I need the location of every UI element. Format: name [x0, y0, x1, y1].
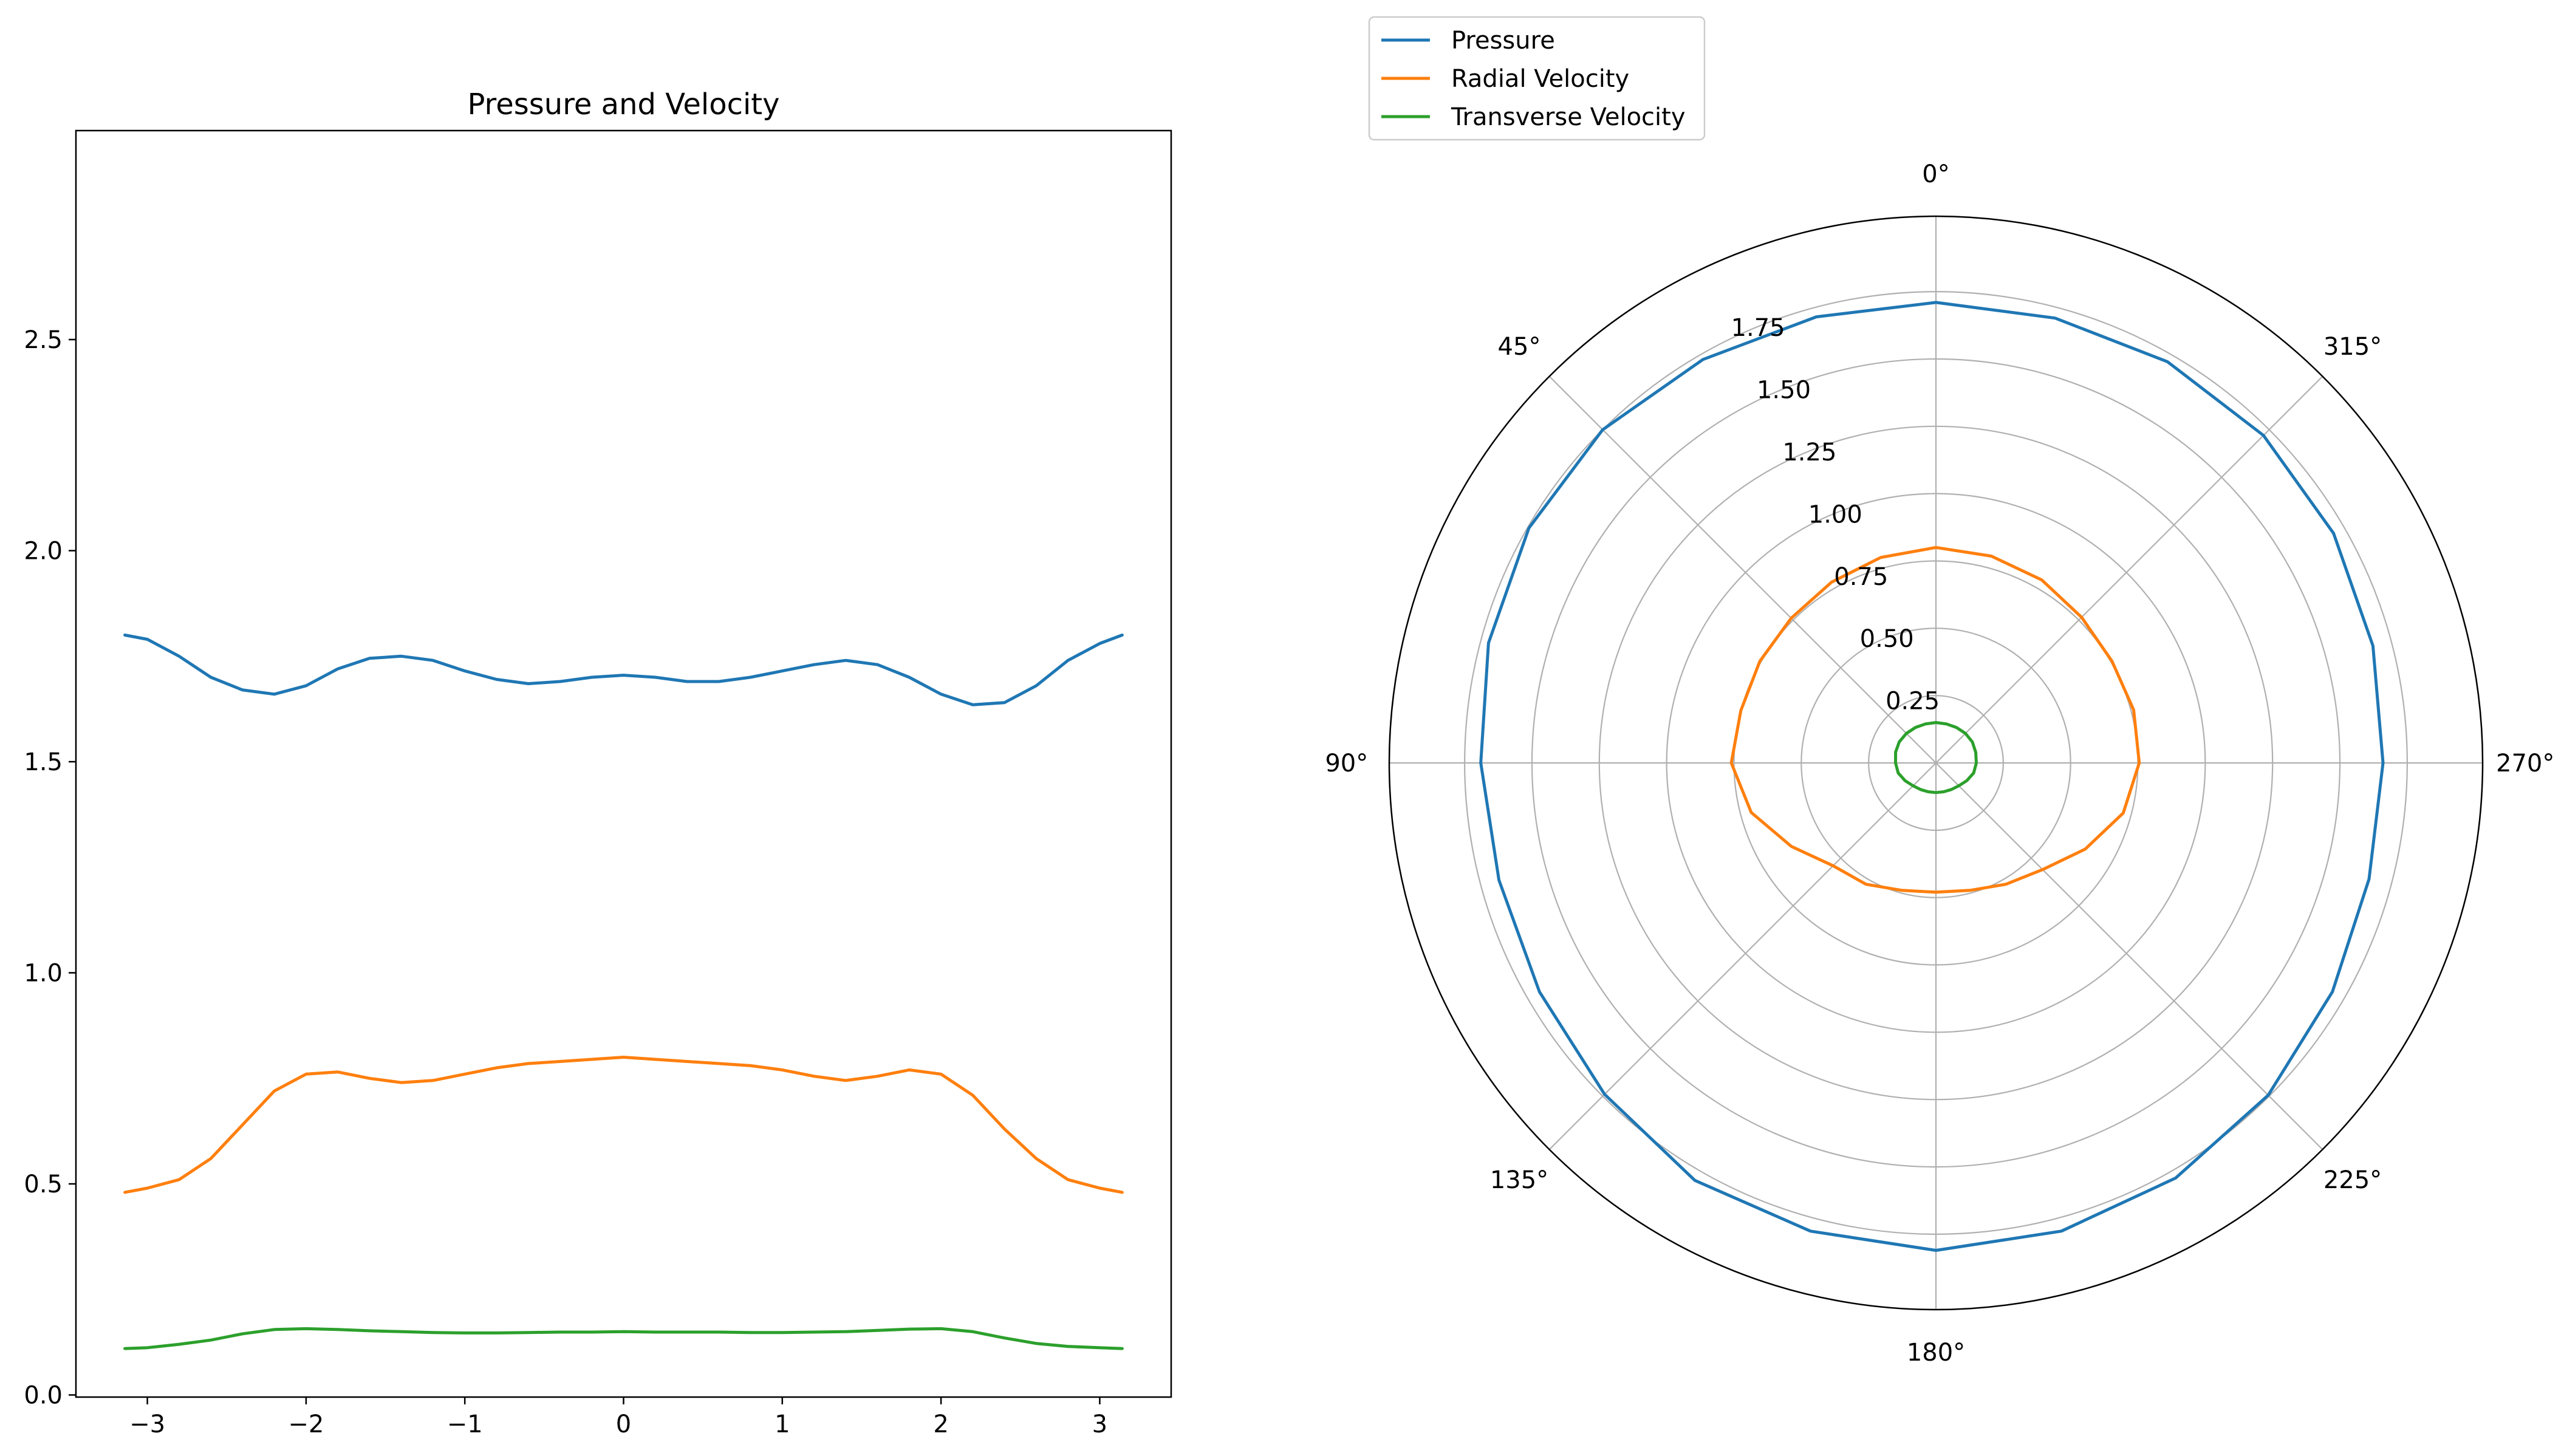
legend-label: Transverse Velocity: [1451, 103, 1686, 131]
line-series-transverse-velocity: [123, 1327, 1124, 1350]
radial-tick-label: 0.25: [1886, 688, 1940, 716]
radial-tick-labels: 0.25 0.50 0.75 1.00 1.25 1.50 1.75: [1731, 314, 1940, 715]
x-tick-label: 0: [616, 1410, 631, 1438]
line-chart: Pressure and Velocity −3 −2 −1 0 1 2 3 0.0 0.5 1…: [24, 87, 1172, 1438]
angle-tick-label: 0°: [1922, 160, 1949, 188]
y-tick-label: 2.5: [24, 326, 63, 354]
angle-tick-labels: 0° 45° 90° 135° 180° 225° 270° 315°: [1325, 160, 2554, 1367]
angular-grid-line: [1548, 762, 1937, 1150]
radial-tick-label: 1.50: [1757, 377, 1811, 405]
polar-series-radial-velocity: [1729, 545, 2141, 894]
angle-tick-label: 315°: [2323, 333, 2382, 361]
angle-tick-label: 90°: [1325, 750, 1368, 778]
legend-box: [1368, 16, 1706, 141]
polar-frame: [1388, 215, 2484, 1311]
x-tick-label: 1: [774, 1410, 790, 1438]
radial-tick-label: 0.50: [1860, 625, 1914, 653]
angle-tick-label: 180°: [1907, 1339, 1965, 1367]
y-tick-label: 1.5: [24, 748, 63, 776]
x-tick-label: 3: [1092, 1410, 1107, 1438]
polar-grid: [1389, 216, 2483, 1310]
polar-chart: 0.25 0.50 0.75 1.00 1.25 1.50 1.75 0° 45° 90° 135…: [1325, 160, 2554, 1367]
legend-label: Radial Velocity: [1451, 65, 1629, 93]
x-axis: −3 −2 −1 0 1 2 3: [129, 1397, 1107, 1438]
line-series-pressure: [123, 634, 1124, 706]
polar-series-transverse-velocity: [1894, 721, 1978, 795]
y-tick-label: 0.5: [24, 1171, 63, 1198]
legend: Pressure Radial Velocity Transverse Veloci…: [1368, 16, 1706, 141]
angular-grid-line: [1548, 375, 1937, 764]
radial-tick-label: 1.00: [1808, 501, 1862, 528]
polar-series-pressure: [1479, 301, 2385, 1252]
legend-entries: Pressure Radial Velocity Transverse Veloci…: [1381, 27, 1686, 131]
legend-label: Pressure: [1451, 27, 1555, 55]
x-tick-label: −1: [447, 1410, 483, 1438]
line-series-radial-velocity: [123, 1056, 1124, 1194]
chart-title: Pressure and Velocity: [467, 87, 779, 121]
radial-tick-label: 1.25: [1782, 439, 1836, 467]
radial-tick-label: 0.75: [1834, 563, 1888, 591]
radial-tick-label: 1.75: [1731, 314, 1785, 342]
angle-tick-label: 270°: [2496, 750, 2554, 778]
x-tick-label: 2: [933, 1410, 948, 1438]
y-tick-label: 2.0: [24, 538, 63, 566]
angle-tick-label: 45°: [1498, 333, 1541, 361]
angular-grid-line: [1935, 762, 2323, 1150]
y-tick-label: 0.0: [24, 1382, 63, 1410]
angular-grid-line: [1935, 375, 2323, 764]
x-tick-label: −3: [129, 1410, 165, 1438]
line-series-group: [123, 634, 1124, 1350]
angle-tick-label: 225°: [2323, 1166, 2382, 1194]
y-axis: 0.0 0.5 1.0 1.5 2.0 2.5: [24, 326, 76, 1410]
x-tick-label: −2: [288, 1410, 324, 1438]
angle-tick-label: 135°: [1490, 1166, 1548, 1194]
y-tick-label: 1.0: [24, 960, 63, 988]
polar-series-group: [1479, 301, 2385, 1252]
